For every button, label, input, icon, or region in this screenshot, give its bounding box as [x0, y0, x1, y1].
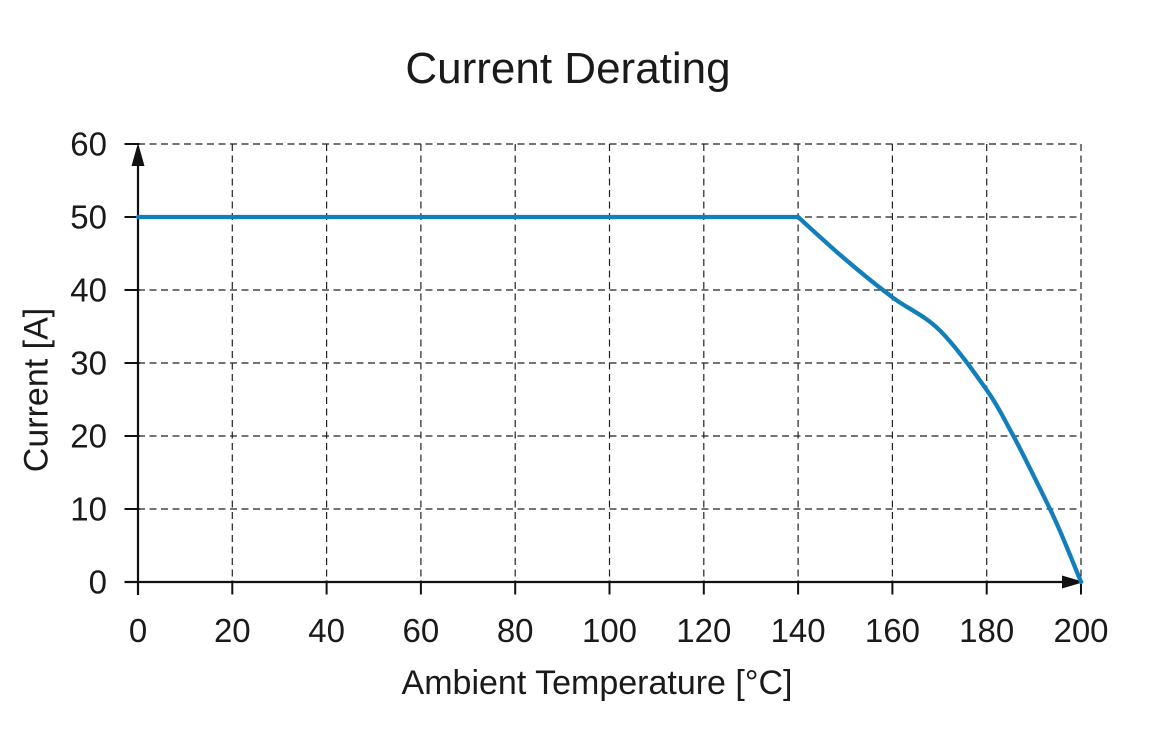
- y-tick-label: 10: [70, 491, 107, 528]
- x-axis-arrow-icon: [1062, 575, 1084, 589]
- x-tick-label: 200: [1053, 612, 1108, 649]
- derating-curve: [135, 214, 1084, 585]
- y-tick-label: 20: [70, 418, 107, 455]
- x-tick-label: 60: [403, 612, 440, 649]
- y-tick-label: 0: [89, 564, 107, 601]
- y-axis-arrow-icon: [131, 143, 145, 166]
- x-tick-label: 120: [676, 612, 731, 649]
- x-tick-label: 100: [582, 612, 637, 649]
- x-axis-title: Ambient Temperature [°C]: [401, 664, 793, 702]
- x-tick-label: 40: [308, 612, 345, 649]
- chart-title: Current Derating: [405, 44, 731, 93]
- x-tick-label: 140: [771, 612, 826, 649]
- x-tick-label: 20: [214, 612, 251, 649]
- y-tick-label: 40: [70, 272, 107, 309]
- x-tick-label: 180: [959, 612, 1014, 649]
- x-tick-label: 0: [129, 612, 147, 649]
- y-axis-title: Current [A]: [17, 307, 56, 473]
- x-tick-label: 80: [497, 612, 534, 649]
- y-tick-label: 60: [70, 126, 107, 163]
- x-tick-label: 160: [865, 612, 920, 649]
- y-tick-label: 50: [70, 199, 107, 236]
- y-tick-label: 30: [70, 345, 107, 382]
